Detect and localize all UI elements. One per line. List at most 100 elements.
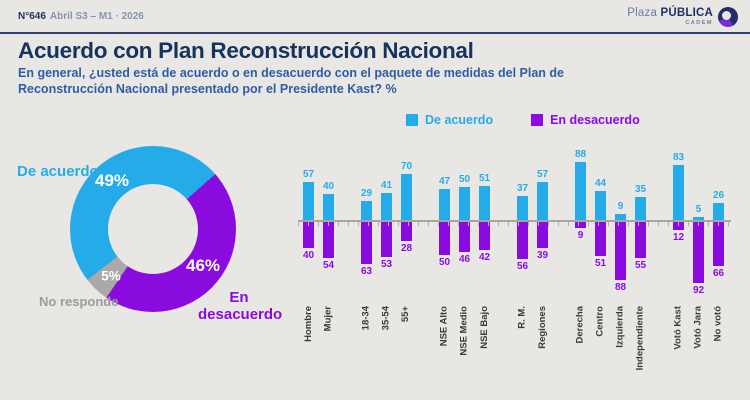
agree-bar-cell: 51 xyxy=(479,128,490,220)
donut-hole xyxy=(108,184,198,274)
disagree-value-label: 9 xyxy=(577,229,584,241)
legend-agree-label: De acuerdo xyxy=(425,113,494,127)
disagree-value-label: 54 xyxy=(322,259,335,271)
brand-plaza-text: Plaza xyxy=(627,6,658,19)
category-label: Regiones xyxy=(536,306,548,349)
axis-line xyxy=(298,220,731,222)
agree-bar xyxy=(401,173,412,220)
bar-group: Derecha Centro Izquierda Independiente xyxy=(575,304,646,390)
bar-group: Hombre Mujer xyxy=(303,304,334,390)
agree-value-label: 26 xyxy=(712,189,725,201)
agree-value-label: 40 xyxy=(322,180,335,192)
brand-publica-text: PÚBLICA xyxy=(660,6,713,19)
disagree-bar-cell: 40 xyxy=(303,222,314,300)
bar-group: 56 39 xyxy=(517,222,548,300)
bar-group: 88 44 9 35 xyxy=(575,128,646,220)
category-label: Derecha xyxy=(574,306,586,344)
bar-group: Votó Kast Votó Jara No votó xyxy=(673,304,724,390)
disagree-value-label: 53 xyxy=(380,259,393,270)
category-label-cell: Derecha xyxy=(575,304,586,390)
category-label-cell: Votó Jara xyxy=(693,304,704,390)
agree-swatch-icon xyxy=(406,114,418,126)
agree-bar-cell: 29 xyxy=(361,128,372,220)
category-label-cell: Independiente xyxy=(635,304,646,390)
category-label: 18-34 xyxy=(360,306,372,331)
category-label: Mujer xyxy=(322,306,334,332)
disagree-value-label: 39 xyxy=(536,249,549,261)
agree-bar-cell: 44 xyxy=(595,128,606,220)
agree-bar-cell: 83 xyxy=(673,128,684,220)
disagree-bar-cell: 88 xyxy=(615,222,626,300)
agree-value-label: 57 xyxy=(536,169,549,181)
disagree-bar xyxy=(615,222,626,281)
disagree-bars-row: 40 54 63 53 28 50 46 42 56 39 9 51 88 55 12 92 66 xyxy=(303,222,724,300)
category-label-cell: 55+ xyxy=(401,304,412,390)
disagree-bar xyxy=(517,222,528,259)
category-label-cell: 18-34 xyxy=(361,304,372,390)
agree-bar xyxy=(575,161,586,220)
agree-bar-cell: 57 xyxy=(303,128,314,220)
category-labels-row: Hombre Mujer 18-34 35-54 55+ NSE Alto NSE Medi… xyxy=(303,304,724,390)
agree-bar xyxy=(673,165,684,220)
disagree-bar-cell: 63 xyxy=(361,222,372,300)
agree-bar xyxy=(303,182,314,220)
category-label-cell: NSE Alto xyxy=(439,304,450,390)
agree-value-label: 50 xyxy=(458,174,471,185)
disagree-value-label: 51 xyxy=(594,257,607,269)
disagree-bar xyxy=(323,222,334,258)
cadem-swirl-icon xyxy=(718,7,738,27)
agree-value-label: 57 xyxy=(302,169,315,181)
disagree-bar xyxy=(635,222,646,259)
axis-ticks xyxy=(298,221,731,226)
agree-bar-cell: 47 xyxy=(439,128,450,220)
donut-noanswer-label: No responde xyxy=(39,294,119,309)
bar-group: 40 54 xyxy=(303,222,334,300)
disagree-bar-cell: 42 xyxy=(479,222,490,300)
disagree-bar-cell: 50 xyxy=(439,222,450,300)
disagree-bar xyxy=(713,222,724,266)
disagree-bar-cell: 9 xyxy=(575,222,586,300)
bar-group: R. M. Regiones xyxy=(517,304,548,390)
category-label: 35-54 xyxy=(380,306,392,331)
disagree-bar xyxy=(439,222,450,255)
page-title: Acuerdo con Plan Reconstrucción Nacional xyxy=(18,38,474,63)
disagree-bar-cell: 55 xyxy=(635,222,646,300)
agree-bar xyxy=(381,192,392,220)
agree-value-label: 44 xyxy=(594,178,607,189)
bar-group: 57 40 xyxy=(303,128,334,220)
legend-item-disagree: En desacuerdo xyxy=(531,113,640,127)
agree-bar-cell: 35 xyxy=(635,128,646,220)
category-label-cell: R. M. xyxy=(517,304,528,390)
agree-value-label: 41 xyxy=(380,179,393,191)
bar-group: 83 5 26 xyxy=(673,128,724,220)
agree-bar-cell: 50 xyxy=(459,128,470,220)
agree-bar xyxy=(615,214,626,220)
donut-disagree-label-line2: desacuerdo xyxy=(198,305,283,323)
bar-group: 47 50 51 xyxy=(439,128,490,220)
disagree-value-label: 63 xyxy=(360,265,373,277)
disagree-value-label: 42 xyxy=(478,251,491,263)
disagree-bar-cell: 51 xyxy=(595,222,606,300)
legend-item-agree: De acuerdo xyxy=(406,113,493,127)
disagree-swatch-icon xyxy=(531,114,544,126)
agree-bar-cell: 57 xyxy=(537,128,548,220)
agree-bar xyxy=(459,187,470,220)
agree-bar-cell: 41 xyxy=(381,128,392,220)
category-label-cell: Hombre xyxy=(303,304,314,390)
x-axis xyxy=(298,220,731,226)
bar-chart: 57 40 29 41 70 47 50 51 37 57 88 44 9 35 83 5 26 40 54 63 5… xyxy=(298,128,731,390)
donut-disagree-label-line1: En xyxy=(229,289,249,306)
agree-value-label: 47 xyxy=(438,176,451,187)
disagree-value-label: 46 xyxy=(458,254,471,266)
agree-bar xyxy=(517,195,528,220)
brand-wordmark: Plaza PÚBLICA CADEM xyxy=(627,6,713,27)
disagree-bar-cell: 12 xyxy=(673,222,684,300)
bar-group: 50 46 42 xyxy=(439,222,490,300)
bar-group: 37 57 xyxy=(517,128,548,220)
disagree-bar xyxy=(303,222,314,249)
donut-agree-percent: 49% xyxy=(94,171,130,190)
donut-chart xyxy=(70,146,236,312)
disagree-value-label: 40 xyxy=(302,250,315,262)
disagree-bar-cell: 92 xyxy=(693,222,704,300)
disagree-bar xyxy=(537,222,548,248)
